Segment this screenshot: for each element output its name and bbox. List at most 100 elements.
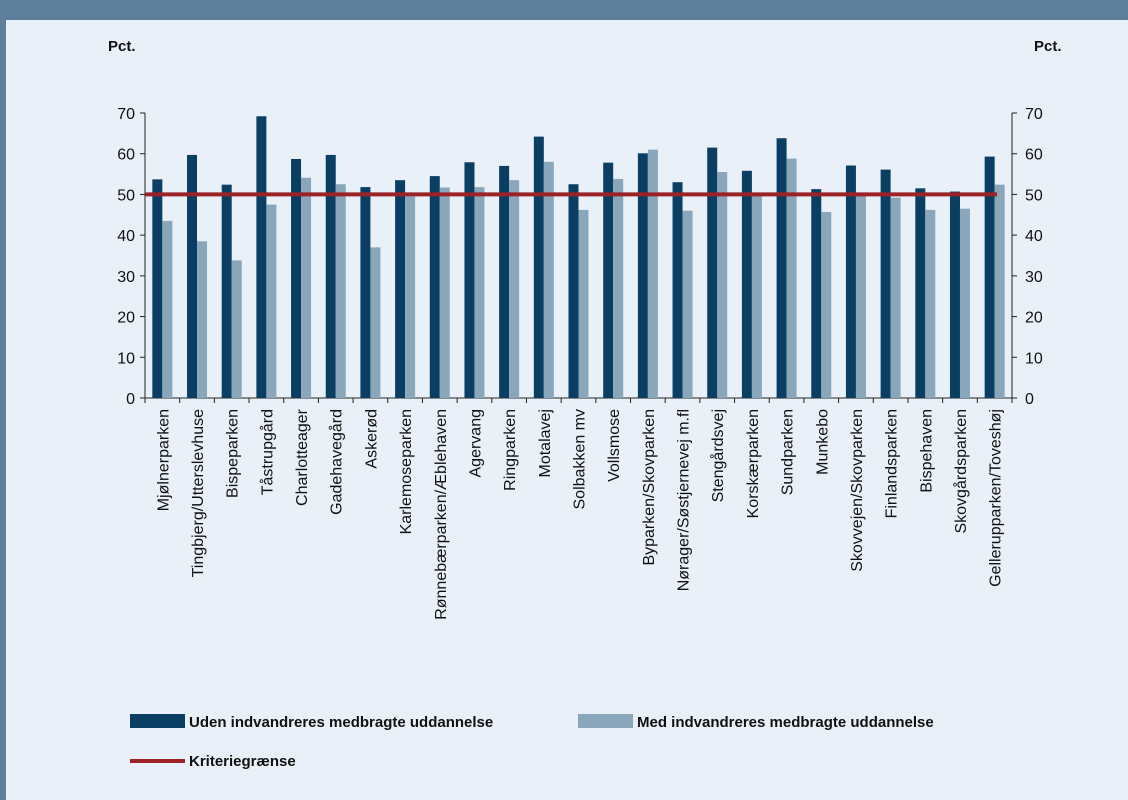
y-tick-label-right: 50 [1025,187,1043,204]
bar-with-education [266,204,277,398]
bar-without-education [672,182,683,398]
bars-group [152,116,1005,398]
bar-with-education [405,196,416,398]
bar-without-education [603,162,614,398]
bar-without-education [325,154,336,398]
bar-with-education [439,187,450,398]
x-tick-label: Vollsmose [606,409,623,482]
x-tick-label: Skovvejen/Skovparken [849,409,866,572]
x-tick-label: Bispeparken [225,409,242,498]
bar-without-education [360,187,371,398]
x-tick-label: Ringparken [502,409,519,491]
bar-with-education [613,178,624,398]
x-tick-label: Munkebo [814,409,831,475]
y-tick-label-right: 30 [1025,269,1043,286]
x-tick-label: Karlemoseparken [398,409,415,534]
bar-without-education [291,159,302,398]
x-tick-label: Askerød [363,409,380,469]
bar-without-education [464,162,475,398]
bar-without-education [880,169,891,398]
x-tick-label: Agervang [467,409,484,478]
legend: Uden indvandreres medbragte uddannelse Me… [130,714,934,770]
bar-without-education [949,191,960,398]
y-tick-label-right: 40 [1025,228,1043,245]
bar-without-education [221,184,232,398]
y-tick-label-right: 70 [1025,106,1043,123]
y-tick-label-left: 30 [117,269,135,286]
x-tick-label: Finlandsparken [884,409,901,518]
bar-without-education [845,165,856,398]
y-tick-label-right: 20 [1025,310,1043,327]
bar-with-education [578,209,589,398]
bar-without-education [984,156,995,398]
axes-group: 0 0 10 10 20 20 30 30 40 40 50 50 60 60 70 70 [117,106,1043,408]
bar-without-education [741,170,752,398]
x-tick-label: Tingbjerg/Utterslevhuse [190,409,207,577]
y-tick-label-left: 60 [117,147,135,164]
bar-with-education [162,220,173,398]
bar-with-education [543,161,554,398]
x-tick-label: Charlotteager [294,408,311,506]
y-tick-label-left: 20 [117,310,135,327]
x-tick-label: Mjølnerparken [155,409,172,511]
bar-with-education [682,210,693,398]
x-tick-label: Tåstrupgård [258,409,276,495]
bar-without-education [533,136,544,398]
bar-with-education [197,241,208,398]
x-tick-label: Gellerupparken/Toveshøj [988,409,1005,587]
bar-with-education [959,208,970,398]
x-tick-label: Solbakken mv [572,409,589,510]
bar-without-education [395,180,406,398]
x-tick-label: Sundparken [780,409,797,495]
legend-swatch-without-education [130,714,185,728]
y-tick-label-left: 10 [117,350,135,367]
bar-with-education [370,247,381,398]
bar-with-education [301,177,312,398]
y-tick-label-left: 50 [117,187,135,204]
y-tick-label-right: 10 [1025,350,1043,367]
bar-without-education [707,147,718,398]
x-tick-label: Rønnebærparken/Æblehaven [433,409,450,620]
x-tick-label: Motalavej [537,409,554,477]
bar-with-education [925,209,936,398]
bar-with-education [890,197,901,398]
bar-with-education [717,172,728,398]
y-tick-label-left: 0 [126,391,135,408]
x-tick-labels: Mjølnerparken Tingbjerg/Utterslevhuse Bisp… [155,408,1004,619]
x-tick-label: Bispehaven [918,409,935,493]
legend-label-with-education: Med indvandreres medbragte uddannelse [637,714,934,731]
bar-with-education [474,187,485,398]
bar-without-education [429,176,440,398]
bar-with-education [855,194,866,398]
x-tick-label: Nørager/Søstjernevej m.fl [676,409,693,591]
bar-without-education [187,154,198,398]
bar-without-education [568,184,579,398]
bar-without-education [152,179,163,398]
figure-title-bar [6,0,1128,20]
y-unit-right: Pct. [1034,38,1062,55]
bar-with-education [821,211,832,398]
legend-label-criterion: Kriteriegrænse [189,753,296,770]
y-unit-left: Pct. [108,38,136,55]
bar-with-education [786,158,797,398]
y-tick-label-right: 0 [1025,391,1034,408]
x-tick-label: Korskærparken [745,409,762,518]
bar-without-education [915,188,926,398]
x-tick-label: Byparken/Skovparken [641,409,658,566]
bar-with-education [751,194,762,398]
bar-without-education [776,138,787,398]
bar-with-education [231,260,242,398]
bar-with-education [647,149,658,398]
bar-without-education [811,189,822,398]
bar-with-education [509,180,520,398]
y-tick-label-left: 70 [117,106,135,123]
x-tick-label: Stengårdsvej [709,409,727,502]
bar-without-education [499,165,510,398]
legend-swatch-with-education [578,714,633,728]
bar-without-education [637,153,648,398]
x-tick-label: Skovgårdsparken [952,409,970,534]
y-tick-label-left: 40 [117,228,135,245]
bar-with-education [994,184,1005,398]
